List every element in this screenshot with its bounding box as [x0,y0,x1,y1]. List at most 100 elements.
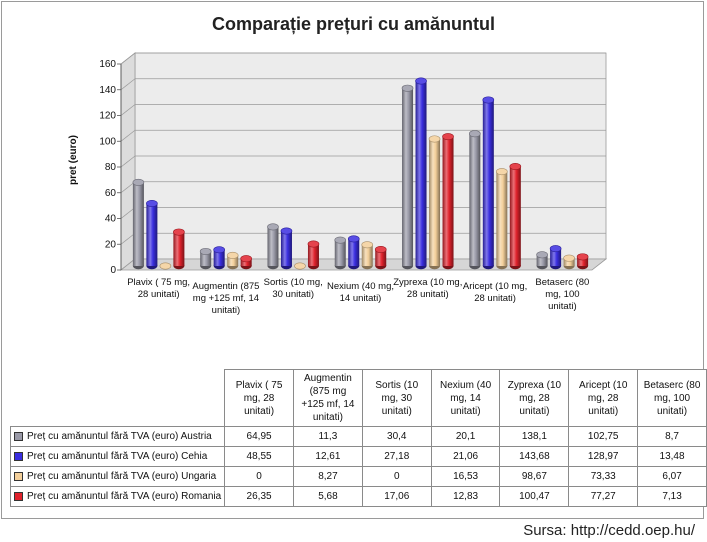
bar-top [280,227,293,235]
bar-top [563,254,575,262]
x-tick-label: Zyprexa (10 mg, 28 unitati) [393,277,462,300]
bar-top [442,133,454,141]
y-tick-label: 80 [105,162,117,173]
bar-body [375,249,387,266]
gridline-side [120,104,136,116]
bar-top [213,246,225,254]
gridline-side [120,155,136,168]
table-column-header: Plavix ( 75 mg, 28 unitati) [224,369,294,427]
table-cell: 48,55 [224,446,294,467]
bar-chart: 0 20 40 60 80 100 120 140 160 Plavix ( 75 mg, 28 … [68,52,608,316]
bar [159,262,172,270]
table-cell: 30,4 [361,426,432,447]
series-label: Preț cu amănuntul fără TVA (euro) Ungari… [9,466,226,487]
bar [401,84,414,270]
bar-body [402,88,414,266]
bar [361,241,374,270]
bar-body [213,249,225,266]
gridline-side [120,181,136,194]
bar [509,163,522,270]
bar-body [442,136,454,266]
table-cell: 102,75 [568,426,639,447]
bar [226,251,239,270]
bars [132,77,589,270]
bar [213,246,225,270]
table-cell: 12,83 [430,486,501,507]
bar-top [226,251,239,259]
bar-top [267,223,279,231]
bar-body [227,255,239,266]
bar-body [550,248,562,266]
bar-top [549,245,562,253]
series-name: Preț cu amănuntul fără TVA (euro) Ungari… [27,471,217,482]
bar-body [280,231,292,266]
bar [576,253,589,270]
table-cell: 77,27 [568,486,639,507]
bar-body [429,138,441,266]
bar [347,235,360,270]
bar [415,77,427,270]
bar [132,178,145,270]
bar-body [563,258,575,266]
table-cell: 13,48 [637,446,707,467]
bar [146,199,158,270]
bar-body [334,240,346,266]
bar-body [132,182,144,266]
bar-top [173,228,185,236]
bar-top [307,240,320,248]
bar-top [509,163,522,171]
y-tick-label: 60 [105,188,117,199]
bar [173,228,185,270]
legend-swatch [14,471,23,481]
y-axis-ticks: 0 20 40 60 80 100 120 140 160 [99,59,122,276]
bar-body [469,133,481,266]
gridline-side [120,129,136,142]
table-column-header: Betaserc (80 mg, 100 unitati) [637,369,707,427]
bar-top [132,178,145,186]
bar-body [496,171,508,266]
table-column-header: Augmentin (875 mg +125 mf, 14 unitati) [292,369,363,427]
table-cell: 8,7 [637,426,707,447]
bar-body [200,251,212,266]
legend-swatch [14,491,23,501]
table-row: Preț cu amănuntul fără TVA (euro) Romani… [9,486,707,507]
series-name: Preț cu amănuntul fără TVA (euro) Austri… [27,431,212,442]
table-column-header: Zyprexa (10 mg, 28 unitati) [499,369,570,427]
bar [307,240,320,270]
x-tick-label: Augmentin (875 mg +125 mf, 14 unitati) [192,281,259,316]
y-axis-label: pret (euro) [68,135,79,185]
bar-body [482,99,494,266]
table-header-row: Plavix ( 75 mg, 28 unitati) Augmentin (87… [10,369,707,427]
bar-body [509,166,521,266]
chart-title: Comparație prețuri cu amănuntul [211,14,496,34]
bar [267,223,279,270]
bar-body [361,244,373,266]
x-tick-label: Aricept (10 mg, 28 unitati) [463,281,527,304]
gridline-side [120,232,136,245]
x-axis-labels: Plavix ( 75 mg, 28 unitati)Augmentin (875… [127,277,589,316]
bar [374,245,387,270]
x-tick-label: Betaserc (80 mg, 100 unitati) [535,277,589,312]
bar-top [240,255,252,263]
bar-body [146,203,158,266]
bar-body [536,254,548,266]
table-cell: 11,3 [292,426,363,447]
table-cell: 6,07 [637,466,707,487]
y-tick-label: 140 [99,85,116,96]
table-cell: 5,68 [292,486,363,507]
bar-top [294,262,306,270]
legend-swatch [14,451,23,461]
gridline-side [120,78,136,91]
table-cell: 27,18 [361,446,432,467]
bar [536,251,548,270]
bar [469,130,481,270]
bar-body [307,244,319,266]
y-tick-label: 20 [105,239,117,250]
table-column-header: Sortis (10 mg, 30 unitati) [361,369,432,427]
bar [280,227,293,270]
y-tick-label: 40 [105,214,117,225]
gridline-side [120,207,136,219]
bar-body [577,256,589,266]
bar-body [173,232,185,266]
y-tick-label: 0 [110,265,116,276]
